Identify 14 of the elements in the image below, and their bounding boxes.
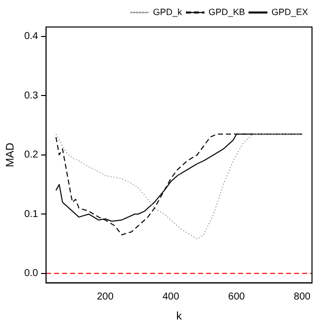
- x-tick-label: 800: [294, 292, 311, 303]
- legend-label: GPD_EX: [271, 6, 308, 17]
- legend-label: GPD_k: [152, 6, 182, 17]
- y-tick-label: 0.1: [24, 208, 39, 220]
- x-tick-label: 400: [162, 292, 180, 303]
- y-tick-label: 0.4: [24, 31, 39, 42]
- y-axis-title: MAD: [4, 142, 17, 168]
- x-tick-label: 200: [96, 292, 114, 303]
- y-tick-label: 0.0: [24, 268, 39, 280]
- legend-label: GPD_KB: [208, 6, 245, 17]
- x-axis-title: k: [176, 310, 182, 322]
- y-tick-label: 0.3: [24, 90, 39, 102]
- x-tick-label: 600: [228, 292, 246, 303]
- y-tick-label: 0.2: [24, 150, 39, 161]
